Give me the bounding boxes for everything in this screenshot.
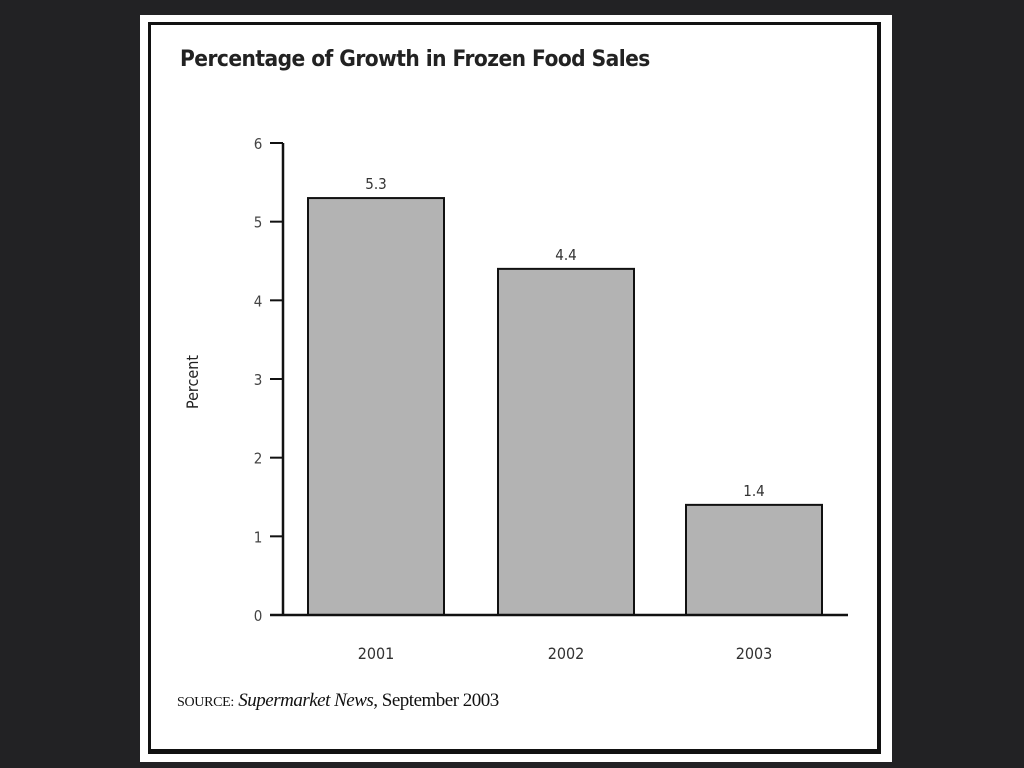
y-tick-label-6: 6 (254, 135, 263, 153)
x-tick-label-2003: 2003 (736, 644, 773, 663)
bar-2002 (497, 267, 635, 616)
value-label-2002: 4.4 (555, 246, 576, 264)
y-axis-label: Percent (183, 355, 202, 409)
x-tick-label-2002: 2002 (548, 644, 585, 663)
source-prefix: SOURCE: (177, 695, 235, 710)
bar-2001 (307, 197, 445, 616)
bar-2003 (685, 503, 823, 616)
value-label-2003: 1.4 (743, 482, 764, 500)
source-note: SOURCE: Supermarket News, September 2003 (177, 690, 499, 712)
y-tick-label-3: 3 (254, 371, 263, 389)
y-tick-label-0: 0 (254, 607, 263, 625)
y-tick-label-5: 5 (254, 214, 263, 232)
chart-frame (148, 22, 881, 754)
y-tick-label-2: 2 (254, 450, 263, 468)
y-tick-label-1: 1 (254, 528, 263, 546)
value-label-2001: 5.3 (365, 175, 386, 193)
chart-title: Percentage of Growth in Frozen Food Sale… (180, 47, 650, 72)
x-tick-label-2001: 2001 (358, 644, 395, 663)
y-tick-label-4: 4 (254, 292, 263, 310)
source-publication: Supermarket News (238, 690, 374, 711)
source-date: , September 2003 (373, 690, 499, 711)
